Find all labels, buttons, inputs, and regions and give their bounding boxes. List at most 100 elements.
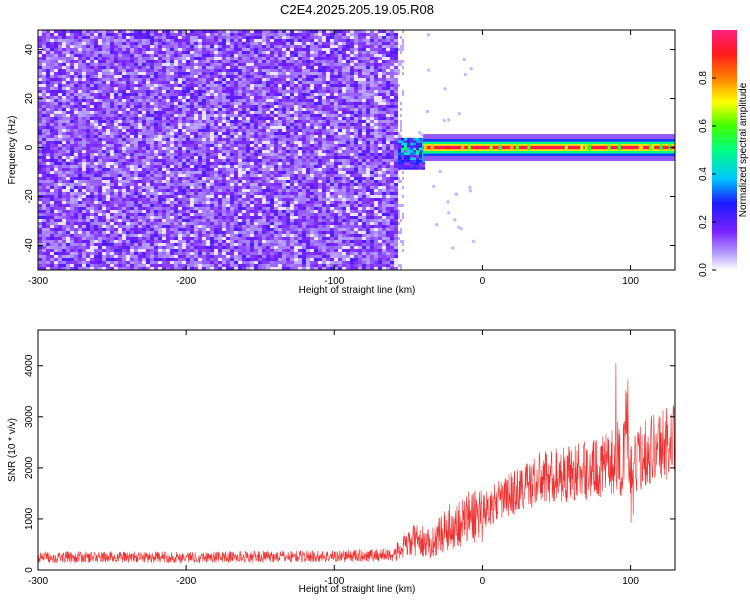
heat-cell [206,216,210,220]
heat-cell [182,78,186,82]
heat-cell [274,264,278,268]
heat-cell [118,249,122,253]
heat-cell [274,171,278,175]
heat-cell [98,231,102,235]
heat-cell [162,33,166,37]
heat-cell [142,141,146,145]
heat-cell [106,201,110,205]
heat-cell [90,249,94,253]
heat-cell [210,84,214,88]
heat-cell [174,237,178,241]
heat-cell [218,33,222,37]
heat-cell [206,150,210,154]
heat-cell [42,153,46,157]
heat-cell [230,150,234,154]
heat-cell [186,123,190,127]
heat-cell [66,120,70,124]
heat-cell [106,141,110,145]
heat-cell [194,45,198,49]
heat-cell [110,195,114,199]
heat-cell [70,141,74,145]
heat-cell [70,144,74,148]
heat-cell [282,186,286,190]
heat-cell [86,204,90,208]
heat-cell [238,132,242,136]
heat-cell [286,75,290,79]
heat-cell [82,57,86,61]
heat-cell [202,246,206,250]
heat-cell [214,258,218,262]
heat-cell [150,195,154,199]
heat-cell [86,258,90,262]
heat-cell [142,234,146,238]
heat-cell [246,114,250,118]
heat-cell [90,129,94,133]
heat-cell [138,222,142,226]
heat-cell [174,135,178,139]
heat-cell [166,192,170,196]
heat-cell [210,174,214,178]
heat-cell [270,126,274,130]
heat-cell [74,63,78,67]
heat-cell [226,66,230,70]
heat-cell [286,114,290,118]
heat-cell [158,177,162,181]
heat-cell [142,255,146,259]
heat-cell [266,129,270,133]
heat-cell [210,267,214,270]
heat-cell [246,180,250,184]
heat-cell [142,117,146,121]
heat-cell [174,174,178,178]
heat-cell [90,264,94,268]
heat-cell [42,93,46,97]
heat-cell [162,81,166,85]
heat-cell [198,63,202,67]
heat-cell [130,207,134,211]
heat-cell [262,246,266,250]
heat-cell [146,114,150,118]
heat-cell [58,264,62,268]
heat-cell [50,45,54,49]
heat-cell [150,54,154,58]
heat-cell [178,246,182,250]
heat-cell [238,144,242,148]
heat-cell [210,48,214,52]
heat-cell [106,138,110,142]
heat-cell [218,192,222,196]
heat-cell [242,153,246,157]
heat-cell [130,147,134,151]
heat-cell [130,156,134,160]
heat-cell [62,240,66,244]
heat-cell [138,267,142,270]
heat-cell [166,111,170,115]
heat-cell [194,123,198,127]
heat-cell [58,30,62,34]
heat-cell [46,120,50,124]
heat-cell [90,36,94,40]
heat-cell [174,30,178,34]
heat-cell [234,186,238,190]
heat-cell [158,42,162,46]
heat-cell [218,60,222,64]
heat-cell [130,267,134,270]
heat-cell [110,147,114,151]
heat-cell [38,141,42,145]
heat-cell [258,189,262,193]
heat-cell [150,246,154,250]
heat-cell [142,36,146,40]
heat-cell [90,48,94,52]
heat-cell [126,192,130,196]
heat-cell [70,54,74,58]
heat-cell [194,255,198,259]
heat-cell [162,204,166,208]
heat-cell [158,249,162,253]
heat-cell [138,42,142,46]
heat-cell [222,144,226,148]
heat-cell [98,42,102,46]
heat-cell [218,186,222,190]
heat-cell [190,90,194,94]
heat-cell [130,204,134,208]
heat-cell [210,177,214,181]
heat-cell [42,42,46,46]
heat-cell [254,81,258,85]
